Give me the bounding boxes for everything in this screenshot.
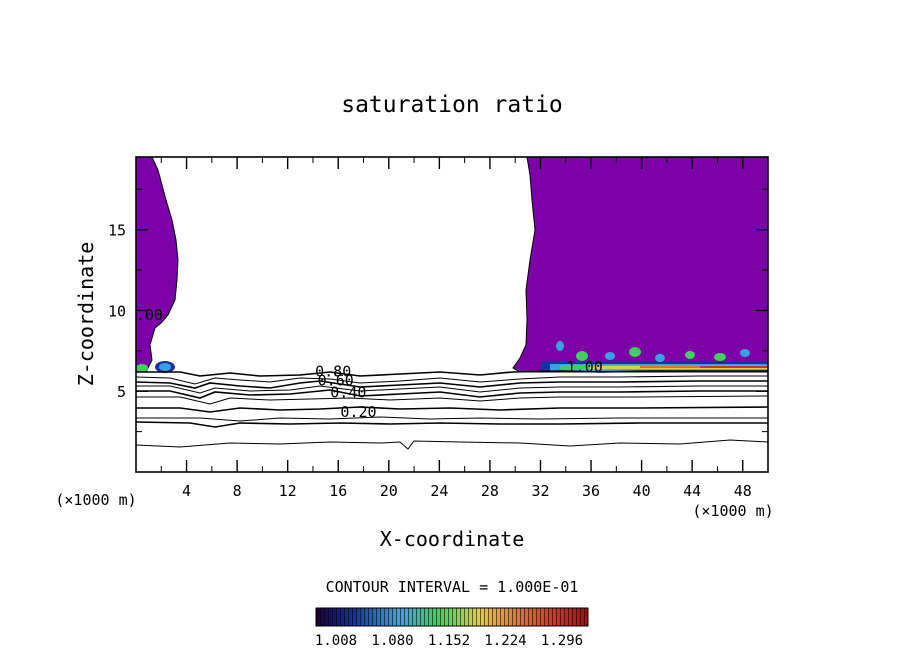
y-tick-label: 15 [108,222,126,240]
contour-line-0.80 [136,380,768,389]
y-tick-label: 10 [108,302,126,320]
x-tick-label: 20 [380,482,398,500]
colorbar-tick-label: 1.224 [484,633,526,649]
x-tick-label: 48 [734,482,752,500]
contour-label: 0.20 [340,403,376,421]
supersaturation-band [136,341,768,373]
colorbar-tick-label: 1.080 [371,633,413,649]
contour-lines [136,370,768,450]
contour-label: 0.40 [330,384,366,402]
y-axis-label: Z-coordinate [74,242,98,387]
x-unit-right: (×1000 m) [692,502,773,520]
x-tick-label: 36 [582,482,600,500]
plot-frame [135,156,769,473]
contour-line-0.70 [136,385,768,394]
fill-region-left [136,157,179,373]
colorbar-tick-label: 1.152 [428,633,470,649]
x-tick-label: 12 [279,482,297,500]
x-tick-label: 40 [633,482,651,500]
colorbar: 1.008 1.080 1.152 1.224 1.296 [315,607,589,649]
colorbar-tick-label: 1.296 [541,633,583,649]
contour-line-0.90 [136,375,768,385]
x-axis: 4 8 12 16 20 24 28 32 36 40 44 48 [160,157,752,500]
x-tick-label: 4 [182,482,191,500]
colorbar-tick-label: 1.008 [315,633,357,649]
contour-label: 1.00 [567,358,603,376]
contour-line-0.40 [136,406,768,413]
x-tick-label: 16 [329,482,347,500]
contour-label: 1.00 [127,306,163,324]
x-tick-label: 24 [430,482,448,500]
contour-line-1.00 [136,370,768,377]
contour-label-group: 0.800.600.400.20 1.00 1.00 [127,306,603,421]
colorbar-frame [315,607,589,627]
chart-title: saturation ratio [341,92,563,118]
x-unit-left: (×1000 m) [55,491,136,509]
contour-label: 0.80 [315,363,351,381]
colorbar-hatching [316,608,588,626]
fill-region-right [512,157,768,373]
x-tick-label: 28 [481,482,499,500]
colorbar-tick-labels: 1.008 1.080 1.152 1.224 1.296 [315,633,583,649]
contour-interval-label: CONTOUR INTERVAL = 1.000E-01 [326,578,579,596]
contour-line-0.50 [136,395,768,405]
contour-line-0.30 [136,416,768,422]
contour-line-0.10 [136,439,768,450]
contour-label: 0.60 [318,372,354,390]
x-axis-label: X-coordinate [380,527,525,551]
x-tick-label: 32 [531,482,549,500]
contour-line-0.60 [136,389,768,399]
plot-area: 0.800.600.400.20 1.00 1.00 [127,157,768,450]
y-tick-label: 5 [117,383,126,401]
x-tick-label: 8 [233,482,242,500]
y-axis: 5 10 15 [108,188,768,433]
x-tick-label: 44 [683,482,701,500]
contour-line-0.20 [136,421,768,428]
